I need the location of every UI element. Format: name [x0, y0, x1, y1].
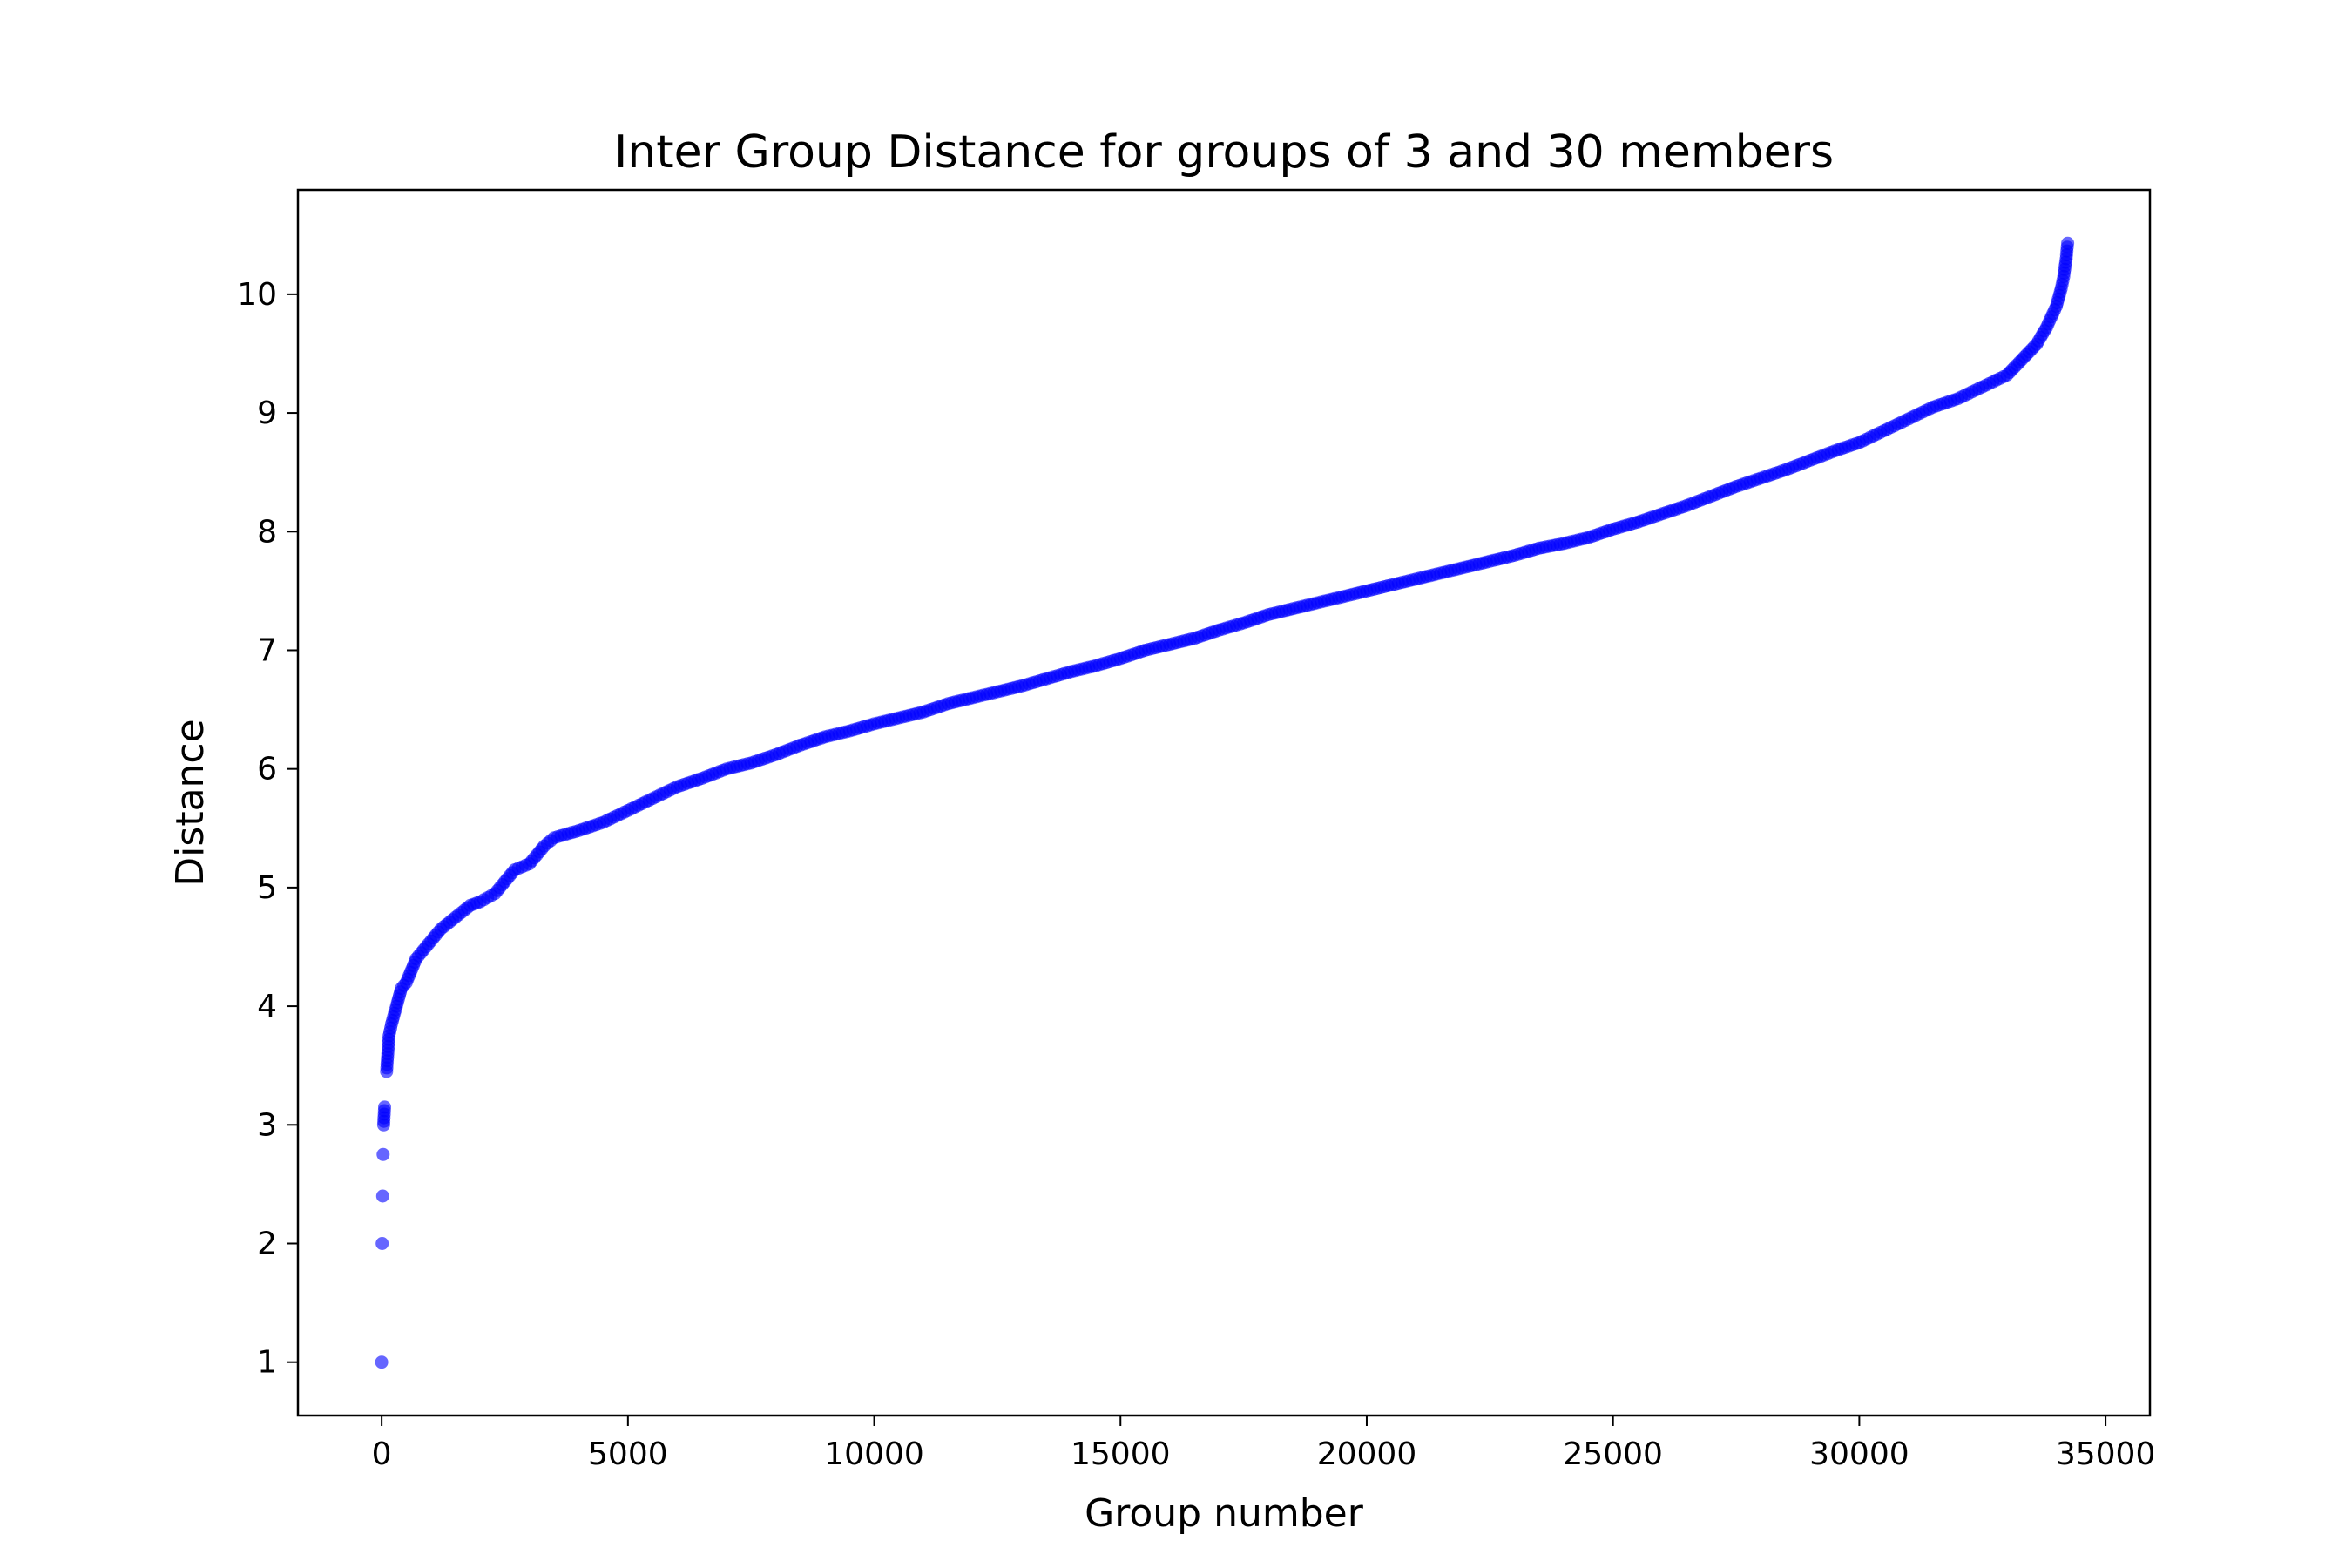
data-point: [376, 1147, 390, 1161]
data-point: [375, 1189, 389, 1203]
y-axis-label: Distance: [168, 719, 213, 886]
y-tick-label: 9: [257, 395, 277, 431]
y-tick-label: 6: [257, 752, 277, 787]
data-point: [375, 1355, 389, 1369]
x-tick-label: 30000: [1809, 1436, 1909, 1472]
x-tick-label: 15000: [1071, 1436, 1171, 1472]
y-tick-label: 2: [257, 1227, 277, 1262]
y-tick-label: 1: [257, 1345, 277, 1381]
y-tick-label: 4: [257, 989, 277, 1024]
y-tick-label: 10: [237, 277, 277, 313]
x-tick-label: 35000: [2056, 1436, 2156, 1472]
data-point: [378, 1100, 391, 1114]
data-point: [2061, 236, 2075, 250]
chart-title: Inter Group Distance for groups of 3 and…: [614, 126, 1834, 179]
x-tick-label: 25000: [1563, 1436, 1663, 1472]
x-tick-label: 20000: [1317, 1436, 1417, 1472]
x-axis-label: Group number: [1085, 1491, 1364, 1536]
y-tick-label: 3: [257, 1107, 277, 1143]
x-tick-label: 0: [372, 1436, 392, 1472]
y-tick-label: 5: [257, 870, 277, 906]
data-points: [375, 236, 2075, 1369]
y-tick-label: 8: [257, 514, 277, 550]
y-tick-label: 7: [257, 632, 277, 668]
x-tick-label: 5000: [588, 1436, 668, 1472]
y-axis: 1 2 3 4 5 6 7 8 9 10: [237, 277, 298, 1381]
x-axis: 0 5000 10000 15000 20000 25000 30000 35000: [372, 1416, 2156, 1472]
data-point: [375, 1237, 389, 1250]
plot-frame: [296, 188, 2152, 1417]
x-tick-label: 10000: [824, 1436, 924, 1472]
